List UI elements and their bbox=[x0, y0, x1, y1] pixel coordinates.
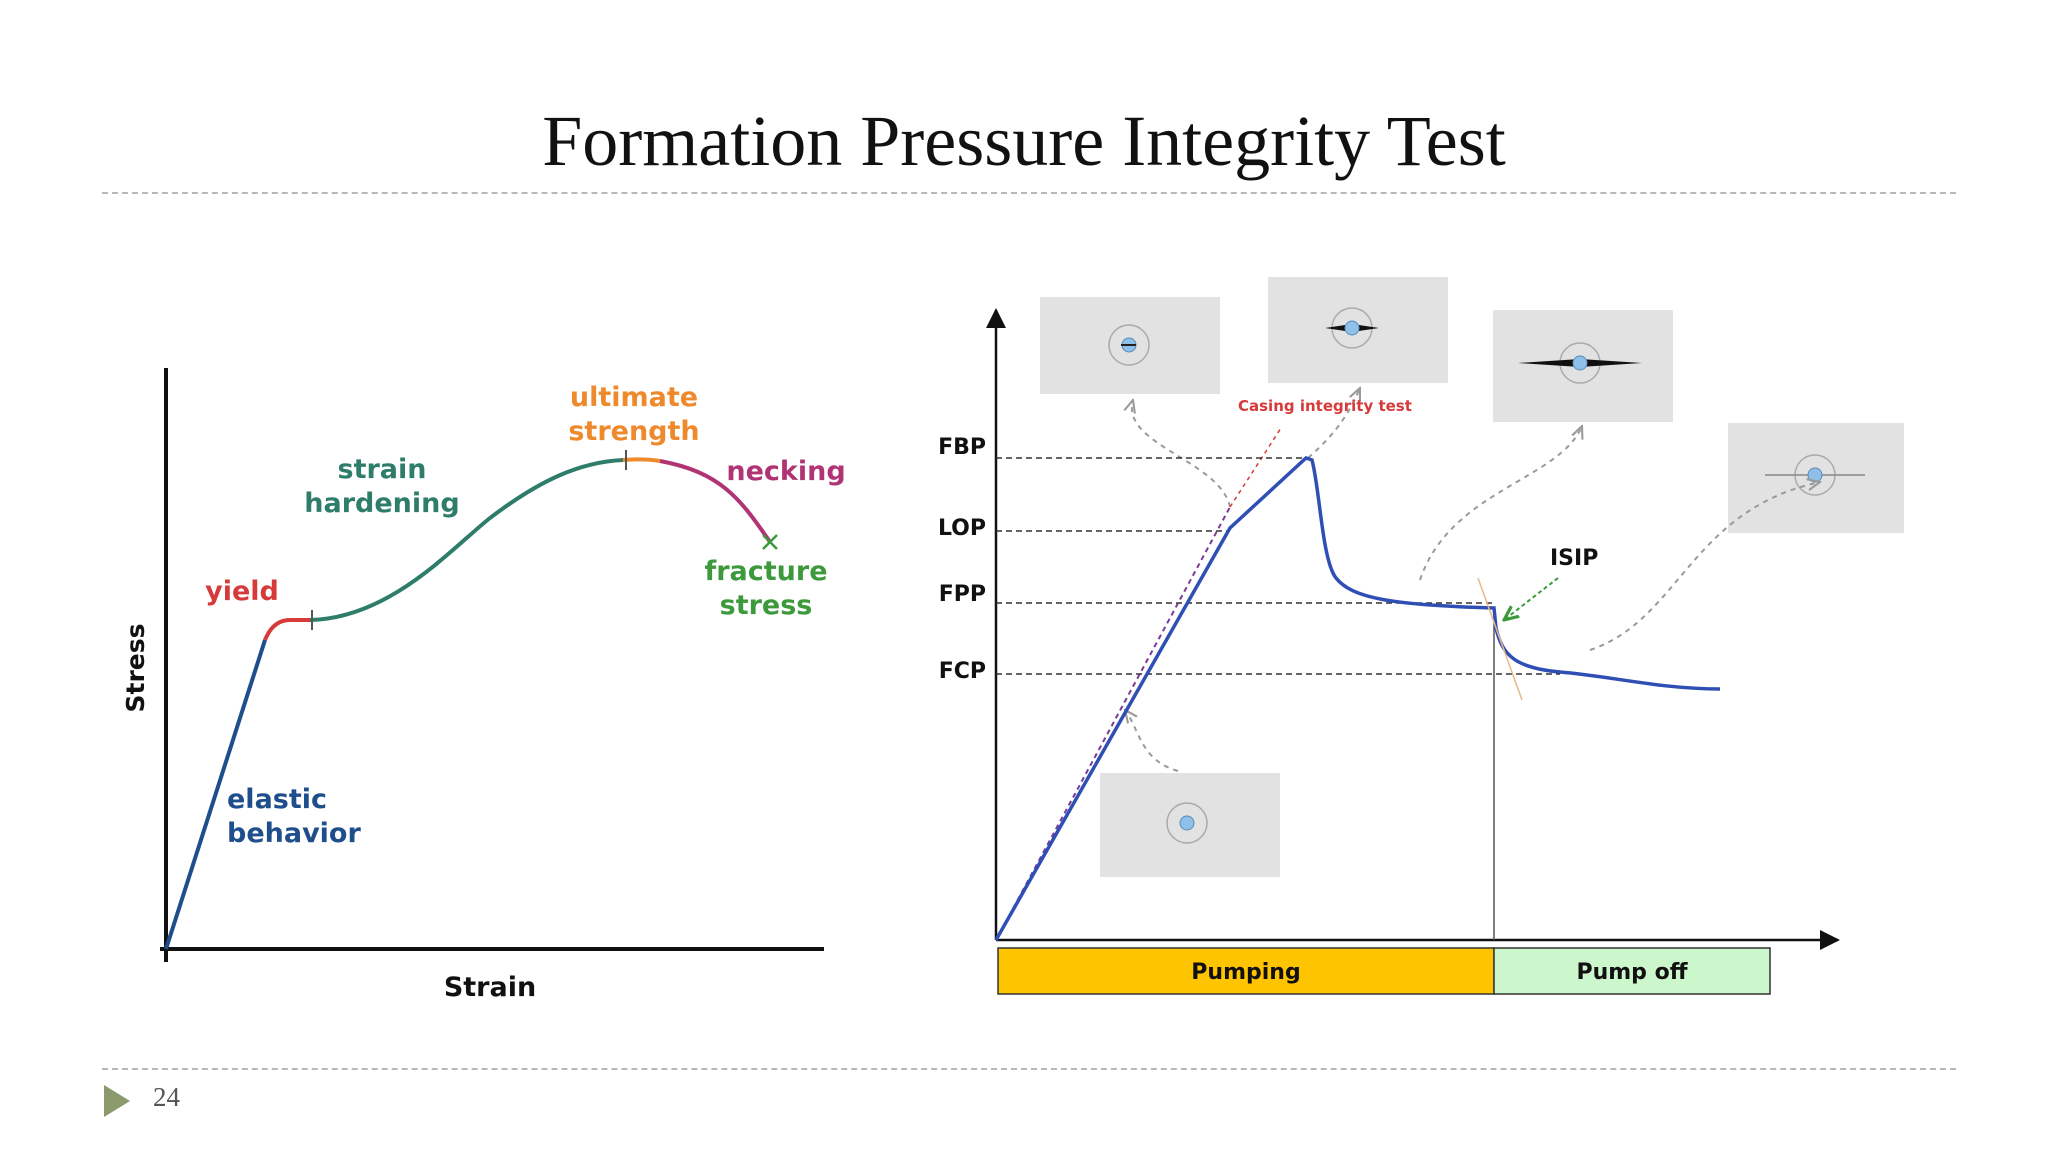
yield-label: yield bbox=[205, 576, 279, 607]
pumping-label: Pumping bbox=[1191, 960, 1300, 985]
pressure-curve bbox=[994, 456, 1721, 941]
elastic-label-2: behavior bbox=[227, 818, 361, 849]
ultimate-segment bbox=[622, 457, 661, 463]
elastic-segment bbox=[164, 639, 267, 950]
leader-arrows bbox=[1125, 388, 1820, 772]
footer-divider bbox=[102, 1068, 1956, 1070]
thumbnail-long-fracture bbox=[1493, 310, 1673, 422]
thumbnail-short-fracture bbox=[1268, 277, 1448, 383]
fracture-marker bbox=[762, 534, 778, 550]
lot-diagram: Casing integrity test FBP LOP FPP FCP IS… bbox=[938, 277, 1904, 995]
hardening-segment bbox=[309, 458, 624, 622]
fracture-label-2: stress bbox=[720, 590, 813, 621]
yield-segment bbox=[263, 618, 310, 641]
level-fcp: FCP bbox=[939, 659, 986, 684]
strain-axis-label: Strain bbox=[444, 972, 536, 1003]
level-lines bbox=[996, 457, 1560, 675]
title-divider bbox=[102, 192, 1956, 194]
level-lop: LOP bbox=[938, 516, 986, 541]
casing-test-line bbox=[1229, 427, 1282, 508]
fracture-label-1: fracture bbox=[704, 556, 827, 587]
pumping-bar bbox=[997, 947, 1495, 995]
isip-tangent bbox=[1477, 577, 1523, 701]
hardening-label-1: strain bbox=[338, 454, 427, 485]
thumbnail-closed-fracture bbox=[1728, 423, 1904, 533]
pump-off-label: Pump off bbox=[1576, 960, 1688, 985]
isip-arrow bbox=[1504, 577, 1559, 620]
footer-bullet-icon bbox=[104, 1085, 130, 1117]
casing-integrity-label: Casing integrity test bbox=[1238, 397, 1412, 415]
stress-axis-label: Stress bbox=[121, 623, 150, 712]
ultimate-label-2: strength bbox=[568, 416, 699, 447]
isip-label: ISIP bbox=[1550, 546, 1598, 571]
necking-label: necking bbox=[726, 456, 845, 487]
page-number: 24 bbox=[153, 1082, 180, 1112]
level-fbp: FBP bbox=[938, 435, 986, 460]
thumbnail-elastic bbox=[1100, 773, 1280, 877]
pump-off-bar bbox=[1493, 947, 1771, 995]
ultimate-label-1: ultimate bbox=[570, 382, 698, 413]
elastic-label-1: elastic bbox=[227, 784, 327, 815]
thumbnail-initial bbox=[1040, 297, 1220, 394]
level-fpp: FPP bbox=[939, 582, 986, 607]
necking-segment bbox=[659, 459, 772, 544]
slide-title: Formation Pressure Integrity Test bbox=[542, 101, 1506, 181]
stress-strain-diagram: ultimate strength strain hardening necki… bbox=[121, 368, 846, 1003]
hardening-label-2: hardening bbox=[304, 488, 459, 519]
